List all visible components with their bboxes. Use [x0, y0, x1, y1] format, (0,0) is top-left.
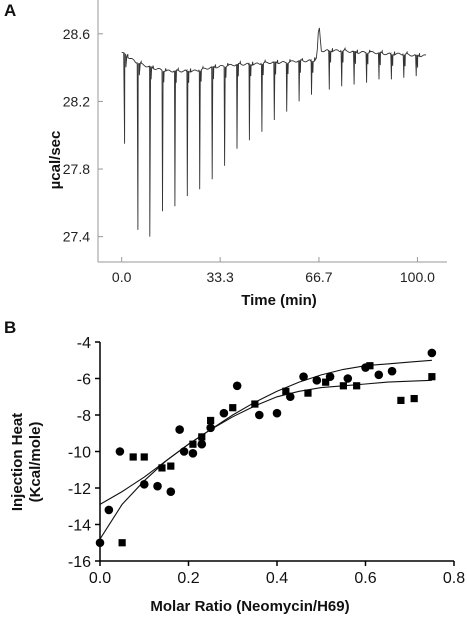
panel-b-point-circle [343, 374, 353, 383]
panel-b-point-square [158, 464, 166, 472]
panel-b-point-square [322, 378, 330, 386]
panel-b-fit-curve-1 [99, 359, 432, 540]
panel-a-x-tick-label: 100.0 [400, 269, 435, 285]
panel-b-point-square [189, 440, 197, 448]
panel-b-y-tick-label: -14 [68, 518, 91, 535]
panel-b-point-circle [206, 423, 215, 433]
panel-b-y-tick-label: -16 [68, 554, 91, 571]
panel-a-axes: 27.4 27.8 28.2 28.6 0.0 33.3 66.7 100.0 [63, 0, 447, 285]
panel-a-y-tick-label: 27.8 [63, 161, 90, 177]
panel-b-point-circle [153, 481, 162, 491]
panel-b-x-tick-label: 0.2 [177, 570, 199, 587]
panel-b-point-square [198, 433, 206, 441]
panel-b-point-circle [427, 348, 437, 358]
panel-a-data [121, 27, 427, 237]
panel-b-y-tick-label: -8 [77, 408, 91, 425]
panel-b-x-tick-label: 0.8 [443, 570, 465, 587]
panel-a-y-tick-label: 28.2 [63, 93, 90, 109]
panel-b-point-square [251, 400, 259, 408]
panel-b-letter: B [4, 318, 16, 337]
panel-a-x-axis-label: Time (min) [241, 292, 317, 309]
panel-b-point-circle [219, 408, 229, 418]
panel-b-point-square [207, 416, 215, 425]
panel-b-x-tick-label: 0.0 [89, 570, 111, 587]
panel-b-y-tick-label: -6 [77, 372, 91, 389]
panel-b-fit-curve-2 [99, 379, 432, 505]
panel-b-point-circle [374, 370, 384, 380]
panel-b-point-circle [188, 449, 198, 458]
panel-a-y-axis-label: µcal/sec [47, 131, 64, 190]
panel-b-x-axis-label: Molar Ratio (Neomycin/H69) [150, 598, 349, 615]
panel-b-x-tick-label: 0.6 [354, 570, 376, 587]
panel-b-y-tick-label: -12 [68, 481, 91, 498]
panel-b-point-square [140, 453, 148, 461]
panel-b-y-tick-label: -10 [68, 445, 91, 462]
panel-b-point-square [410, 394, 418, 403]
panel-b-point-circle [387, 366, 397, 376]
panel-b-point-circle [179, 447, 189, 456]
panel-a-x-tick-label: 66.7 [305, 269, 332, 285]
panel-b-point-circle [166, 487, 176, 496]
panel-b-y-axis-label: Injection Heat (Kcal/mole) [9, 413, 44, 511]
panel-b-point-square [129, 453, 137, 461]
panel-b-y-axis-label-line-2: (Kcal/mole) [27, 422, 44, 503]
panel-b-point-circle [139, 480, 149, 489]
panel-b-point-circle [232, 381, 242, 391]
panel-b-point-square [167, 462, 175, 470]
panel-b-point-circle [299, 372, 308, 381]
panel-b-point-circle [312, 376, 322, 385]
panel-b-y-tick-label: -4 [77, 335, 91, 352]
panel-b-y-axis-label-line-1: Injection Heat [9, 413, 26, 511]
panel-a-letter: A [4, 1, 16, 20]
panel-b-point-square [397, 396, 405, 404]
panel-b-point-circle [197, 439, 207, 449]
panel-b-point-square [282, 387, 290, 395]
panel-a-x-tick-label: 0.0 [112, 269, 132, 285]
panel-b-point-circle [175, 425, 184, 434]
panel-b: B -4 -6 -8 -10 -12 -14 -160.0 0.2 0.4 0.6 0.8 Mola… [4, 318, 465, 615]
panel-b-x-tick-label: 0.4 [266, 570, 288, 587]
panel-b-point-square [304, 389, 312, 397]
panel-b-point-square [229, 404, 237, 412]
panel-b-point-circle [104, 505, 114, 515]
panel-b-point-square [339, 382, 347, 390]
panel-b-point-circle [254, 410, 264, 420]
panel-b-point-square [428, 373, 436, 381]
panel-b-axes: -4 -6 -8 -10 -12 -14 -160.0 0.2 0.4 0.6 0.8 [68, 335, 465, 587]
panel-b-point-circle [115, 447, 125, 456]
panel-b-point-square [366, 362, 374, 370]
panel-b-point-circle [272, 408, 282, 418]
panel-b-point-circle [95, 538, 105, 548]
panel-a: A 27.4 27.8 28.2 28.6 0.0 33.3 66.7 100.0 Time … [4, 0, 447, 309]
panel-a-trace [121, 27, 427, 237]
panel-a-x-tick-label: 33.3 [207, 269, 234, 285]
panel-b-point-square [353, 382, 361, 390]
panel-b-data [95, 348, 437, 548]
panel-a-y-tick-label: 27.4 [63, 229, 90, 245]
panel-a-y-tick-label: 28.6 [63, 26, 90, 42]
panel-b-point-square [118, 539, 126, 547]
